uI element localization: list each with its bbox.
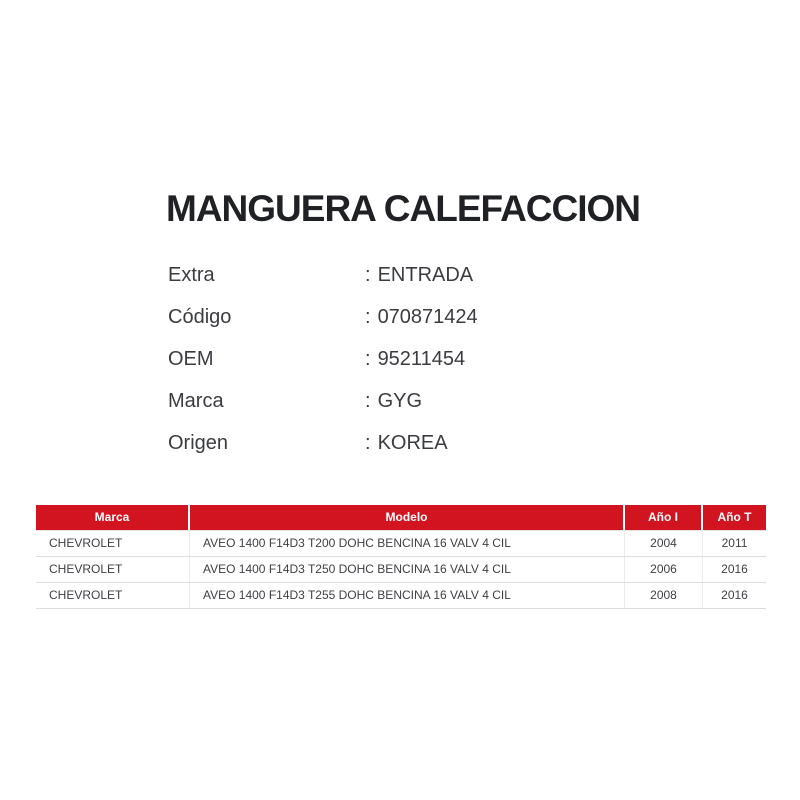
column-header-marca: Marca — [36, 505, 190, 530]
cell-ano-t: 2016 — [721, 562, 748, 576]
table-row: CHEVROLET AVEO 1400 F14D3 T250 DOHC BENC… — [36, 557, 766, 583]
table-row: CHEVROLET AVEO 1400 F14D3 T200 DOHC BENC… — [36, 531, 766, 557]
table-row: CHEVROLET AVEO 1400 F14D3 T255 DOHC BENC… — [36, 583, 766, 609]
detail-label: Código — [168, 305, 232, 328]
product-details: Extra : ENTRADA Código : 070871424 OEM :… — [168, 254, 478, 464]
cell-ano-t: 2011 — [721, 536, 748, 550]
applications-table: Marca Modelo Año I Año T CHEVROLET AVEO … — [36, 505, 766, 609]
detail-row-codigo: Código : 070871424 — [168, 296, 478, 338]
detail-separator: : — [365, 305, 371, 328]
cell-modelo: AVEO 1400 F14D3 T200 DOHC BENCINA 16 VAL… — [190, 531, 625, 556]
table-header-row: Marca Modelo Año I Año T — [36, 505, 766, 531]
detail-label: Marca — [168, 389, 224, 412]
detail-label: Extra — [168, 263, 215, 286]
page-title: MANGUERA CALEFACCION — [166, 188, 641, 229]
cell-ano-i: 2004 — [625, 531, 703, 556]
column-header-modelo: Modelo — [190, 505, 625, 530]
column-header-ano-i: Año I — [625, 505, 703, 530]
cell-marca: CHEVROLET — [36, 583, 190, 608]
cell-ano-i: 2008 — [625, 583, 703, 608]
detail-value: KOREA — [377, 431, 448, 454]
detail-separator: : — [365, 389, 371, 412]
detail-separator: : — [365, 431, 371, 454]
cell-marca: CHEVROLET — [36, 531, 190, 556]
cell-ano-i: 2006 — [625, 557, 703, 582]
detail-label: OEM — [168, 347, 214, 370]
detail-separator: : — [365, 263, 371, 286]
detail-value: 95211454 — [377, 347, 466, 370]
column-header-ano-t: Año T — [717, 510, 752, 524]
detail-label: Origen — [168, 431, 229, 454]
detail-row-marca: Marca : GYG — [168, 380, 478, 422]
detail-row-oem: OEM : 95211454 — [168, 338, 478, 380]
cell-marca: CHEVROLET — [36, 557, 190, 582]
detail-row-origen: Origen : KOREA — [168, 422, 478, 464]
detail-separator: : — [365, 347, 371, 370]
detail-row-extra: Extra : ENTRADA — [168, 254, 478, 296]
detail-value: 070871424 — [377, 305, 478, 328]
cell-ano-t: 2016 — [721, 588, 748, 602]
cell-modelo: AVEO 1400 F14D3 T255 DOHC BENCINA 16 VAL… — [190, 583, 625, 608]
detail-value: ENTRADA — [377, 263, 474, 286]
cell-modelo: AVEO 1400 F14D3 T250 DOHC BENCINA 16 VAL… — [190, 557, 625, 582]
detail-value: GYG — [377, 389, 423, 412]
